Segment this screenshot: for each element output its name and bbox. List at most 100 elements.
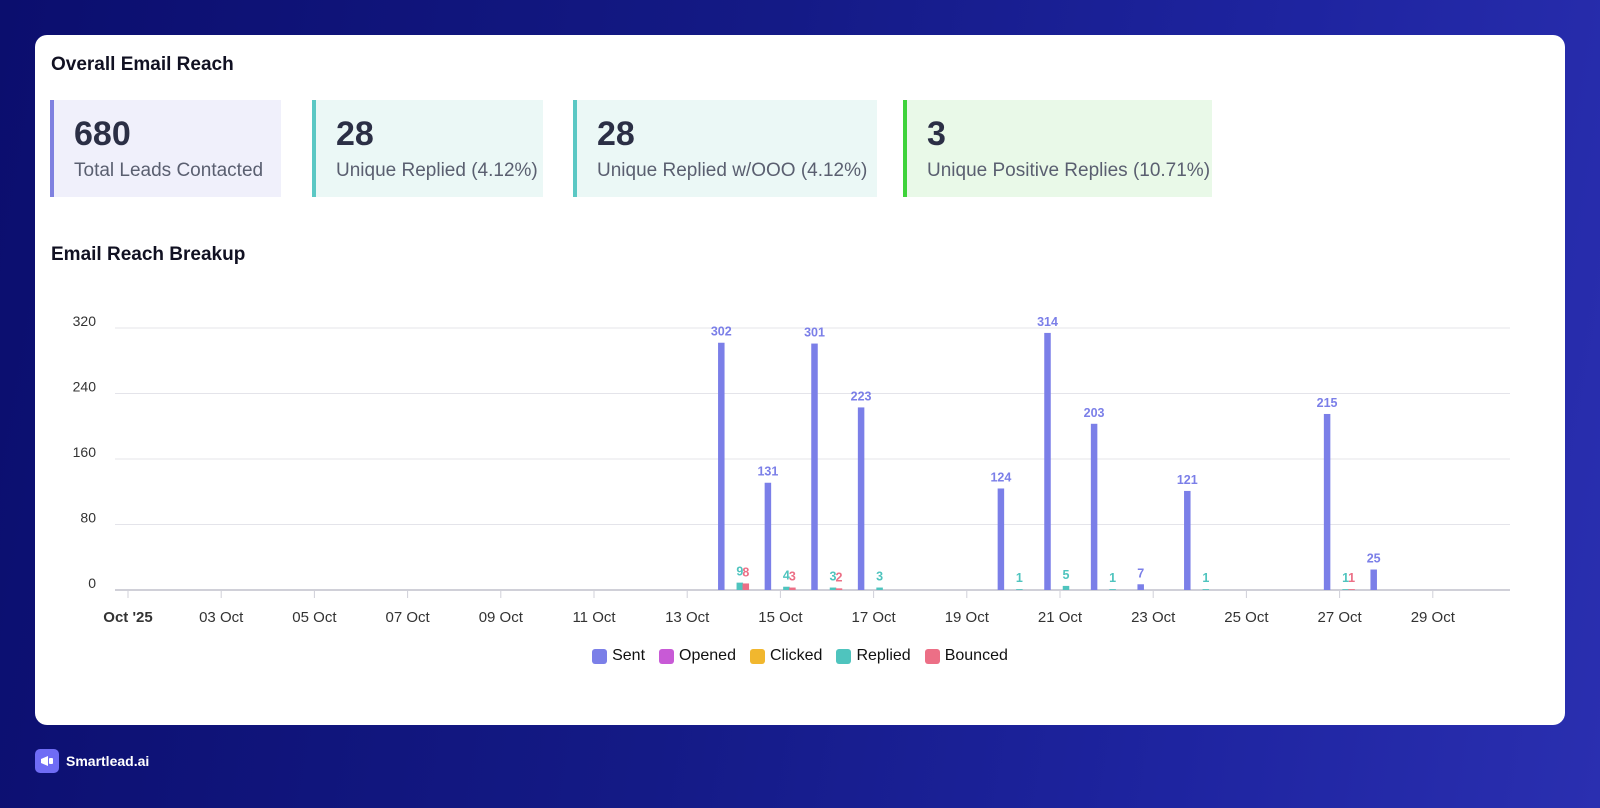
legend-label: Clicked — [769, 647, 823, 664]
bar-sent — [1044, 332, 1051, 590]
legend-label: Opened — [679, 647, 736, 664]
stat-value: 680 — [74, 115, 131, 153]
bar-sent — [1090, 423, 1098, 590]
data-label-sent: 7 — [1137, 566, 1144, 580]
y-tick-label: 320 — [73, 313, 97, 329]
data-label-replied: 1 — [1342, 571, 1349, 585]
y-tick-label: 0 — [88, 575, 96, 591]
email-reach-breakup-title: Email Reach Breakup — [51, 244, 246, 265]
data-label-replied: 4 — [783, 569, 790, 583]
brand-name: Smartlead.ai — [66, 753, 150, 769]
x-tick-label: 25 Oct — [1224, 609, 1269, 626]
legend-label: Bounced — [944, 647, 1008, 664]
data-label-replied: 5 — [1063, 568, 1070, 582]
bar-sent — [857, 407, 865, 590]
x-tick-label: 11 Oct — [572, 609, 616, 626]
x-tick-label: 21 Oct — [1038, 609, 1083, 626]
x-tick-label: Oct '25 — [103, 609, 152, 626]
bar-replied — [736, 582, 744, 590]
x-tick-label: 07 Oct — [386, 609, 431, 626]
y-tick-label: 240 — [73, 379, 97, 395]
legend-label: Replied — [856, 647, 911, 664]
bar-replied — [1202, 589, 1210, 590]
bar-sent — [764, 482, 772, 590]
data-label-sent: 314 — [1037, 315, 1058, 329]
bar-sent — [1370, 569, 1377, 590]
stat-value: 28 — [336, 115, 374, 153]
data-label-sent: 131 — [757, 465, 778, 479]
bar-sent — [1323, 413, 1331, 590]
stat-total-leads-contacted: 680 Total Leads Contacted — [50, 100, 281, 197]
email-reach-bar-chart: 0 80 160 240 320 Oct '25 03 Oct 05 Oct 07 Oct 09 … — [73, 313, 1510, 626]
x-tick-label: 15 Oct — [758, 609, 803, 626]
y-tick-label: 160 — [73, 444, 97, 460]
bar-bounced — [742, 583, 750, 590]
bar-replied — [1342, 589, 1349, 590]
bar-bounced — [789, 587, 796, 590]
legend-item-sent[interactable]: Sent — [592, 647, 645, 665]
smartlead-logo-icon — [35, 749, 59, 773]
data-label-bounced: 1 — [1348, 571, 1355, 585]
bar-replied — [1016, 589, 1023, 590]
x-tick-label: 09 Oct — [479, 609, 524, 626]
stat-unique-replied: 28 Unique Replied (4.12%) — [312, 100, 543, 197]
y-tick-label: 80 — [80, 510, 96, 526]
data-label-replied: 3 — [830, 570, 837, 584]
bar-sent — [718, 342, 725, 590]
data-label-replied: 3 — [876, 570, 883, 584]
legend-swatch — [592, 648, 608, 664]
data-label-bounced: 8 — [742, 565, 749, 579]
bar-replied — [876, 587, 883, 590]
legend-item-bounced[interactable]: Bounced — [924, 647, 1008, 665]
data-label-bounced: 2 — [836, 570, 843, 584]
legend-label: Sent — [612, 647, 646, 664]
stat-unique-replied-with-ooo: 28 Unique Replied w/OOO (4.12%) — [573, 100, 877, 197]
bar-sent — [1137, 584, 1144, 590]
overall-email-reach-title: Overall Email Reach — [51, 54, 234, 75]
stat-value: 28 — [597, 115, 635, 153]
x-tick-label: 23 Oct — [1131, 609, 1176, 626]
legend-item-clicked[interactable]: Clicked — [749, 647, 823, 665]
legend-swatch — [749, 648, 765, 664]
bar-replied — [1062, 585, 1070, 590]
stat-label: Unique Replied w/OOO (4.12%) — [597, 160, 868, 181]
x-tick-label: 05 Oct — [292, 609, 337, 626]
stat-unique-positive-replies: 3 Unique Positive Replies (10.71%) — [903, 100, 1212, 197]
stat-label: Unique Positive Replies (10.71%) — [927, 160, 1211, 181]
legend-item-replied[interactable]: Replied — [836, 647, 911, 665]
bar-bounced — [1348, 589, 1355, 590]
x-tick-label: 29 Oct — [1411, 609, 1456, 626]
x-tick-label: 17 Oct — [852, 609, 897, 626]
data-label-replied: 1 — [1016, 571, 1023, 585]
stat-value: 3 — [927, 115, 946, 153]
data-label-sent: 223 — [851, 389, 872, 403]
smartlead-logo: Smartlead.ai — [35, 749, 149, 773]
bar-sent — [997, 488, 1005, 590]
bar-sent — [1184, 490, 1191, 590]
x-tick-label: 19 Oct — [945, 609, 990, 626]
data-label-sent: 301 — [804, 326, 825, 340]
bar-replied — [783, 586, 790, 590]
data-label-sent: 203 — [1084, 406, 1105, 420]
data-label-sent: 124 — [990, 470, 1011, 484]
data-label-sent: 215 — [1317, 396, 1338, 410]
data-label-replied: 9 — [736, 565, 743, 579]
bar-replied — [1109, 589, 1116, 590]
x-tick-label: 13 Oct — [665, 609, 710, 626]
data-label-replied: 1 — [1109, 571, 1116, 585]
bar-bounced — [835, 588, 843, 590]
data-label-sent: 121 — [1177, 473, 1198, 487]
legend-swatch — [836, 648, 852, 664]
x-tick-label: 03 Oct — [199, 609, 244, 626]
stat-label: Total Leads Contacted — [74, 160, 264, 181]
data-label-bounced: 3 — [789, 570, 796, 584]
bar-replied — [829, 587, 837, 590]
x-tick-label: 27 Oct — [1318, 609, 1363, 626]
stat-label: Unique Replied (4.12%) — [336, 160, 538, 181]
legend-swatch — [924, 648, 940, 664]
data-label-replied: 1 — [1202, 571, 1209, 585]
legend-swatch — [659, 648, 675, 664]
legend-item-opened[interactable]: Opened — [659, 647, 736, 665]
chart-legend: Sent Opened Clicked Replied Bounced — [35, 647, 1565, 665]
data-label-sent: 302 — [711, 325, 732, 339]
